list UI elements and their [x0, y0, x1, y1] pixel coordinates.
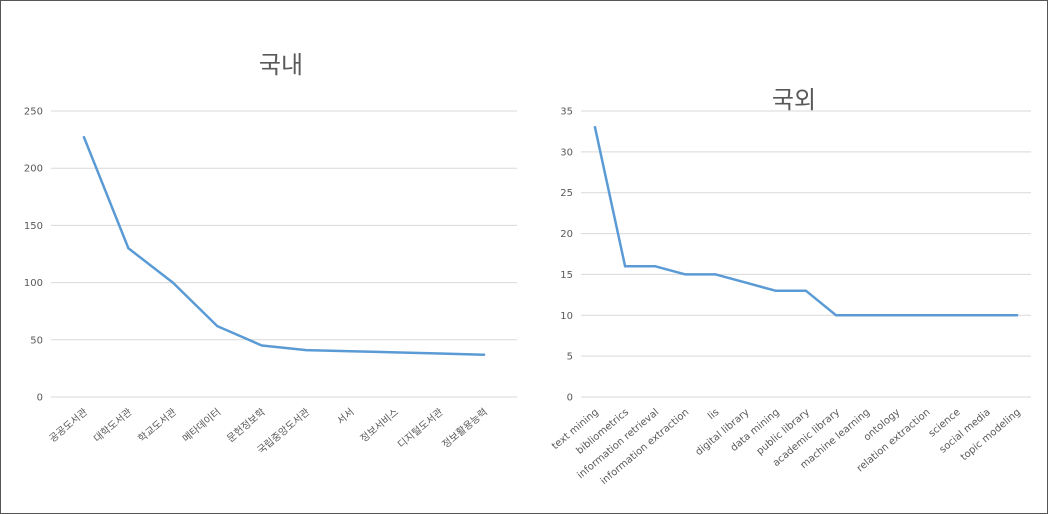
y-tick-label: 200 — [24, 164, 43, 175]
data-point — [305, 348, 308, 352]
data-point — [865, 314, 868, 317]
data-point — [925, 314, 928, 317]
data-point — [623, 265, 627, 268]
data-point — [127, 247, 130, 250]
data-point — [171, 281, 175, 284]
chart-title: 국외 — [772, 86, 816, 114]
chart-title: 국내 — [259, 51, 303, 79]
y-tick-label: 30 — [560, 147, 573, 158]
y-tick-label: 0 — [567, 393, 573, 404]
y-tick-label: 250 — [24, 107, 43, 118]
y-tick-label: 15 — [560, 270, 573, 281]
y-tick-label: 20 — [560, 229, 573, 240]
y-tick-label: 150 — [24, 221, 43, 232]
data-point — [393, 351, 397, 354]
data-point — [593, 126, 597, 129]
x-category-label: 정보서비스 — [358, 406, 401, 445]
data-point — [654, 265, 657, 268]
y-tick-label: 100 — [24, 278, 43, 289]
x-category-label: 공공도서관 — [47, 406, 90, 445]
y-tick-label: 0 — [37, 393, 43, 404]
data-point — [774, 289, 778, 292]
data-point — [82, 136, 86, 139]
data-point — [744, 281, 747, 284]
x-category-label: lis — [706, 407, 721, 422]
data-point — [216, 324, 219, 328]
x-category-label: 대학도서관 — [91, 406, 134, 445]
x-category-label: 메타데이터 — [180, 406, 223, 445]
data-point — [834, 314, 838, 317]
data-point — [482, 353, 486, 356]
series-line — [82, 136, 486, 356]
x-category-label: 디지털도서관 — [395, 406, 445, 451]
data-point — [804, 289, 808, 292]
data-point — [985, 314, 989, 317]
series-line — [593, 126, 1019, 317]
x-category-label: 서서 — [335, 406, 357, 427]
data-point — [260, 344, 263, 347]
data-point — [349, 350, 352, 353]
y-tick-label: 25 — [560, 188, 573, 199]
x-category-label: 문헌정보학 — [225, 406, 268, 445]
data-point — [895, 314, 898, 317]
y-tick-label: 50 — [30, 335, 43, 346]
domestic-chart: 국내 0 50 100 150 200 250 공공도서관 대학도서관 학교도서관 메타데이터 문헌… — [24, 51, 517, 457]
x-category-label: 정보활용능력 — [439, 405, 490, 450]
data-point — [438, 352, 441, 355]
data-point — [714, 273, 717, 276]
data-point — [955, 314, 958, 317]
data-point — [1015, 314, 1019, 317]
data-point — [684, 273, 687, 276]
y-tick-label: 5 — [567, 352, 573, 363]
y-tick-label: 10 — [560, 311, 573, 322]
y-tick-label: 35 — [560, 107, 573, 118]
x-category-label: 학교도서관 — [136, 406, 179, 445]
